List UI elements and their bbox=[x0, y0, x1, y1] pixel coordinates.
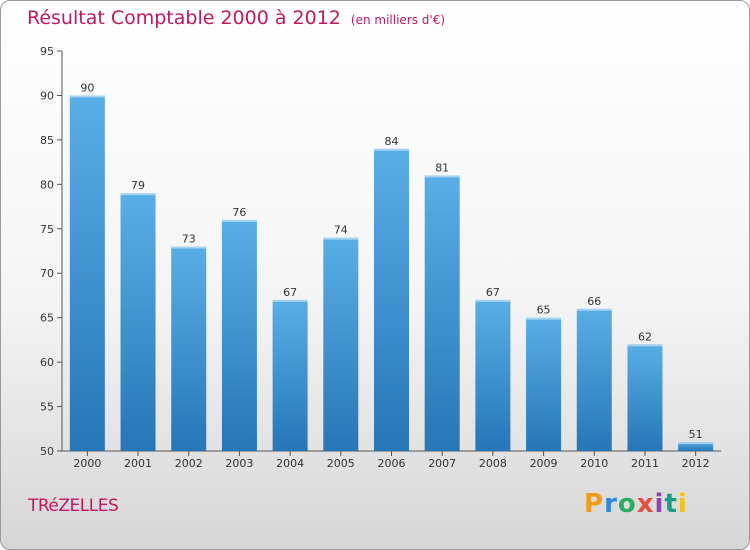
bar bbox=[69, 95, 105, 451]
y-tick-label: 95 bbox=[40, 45, 54, 58]
x-tick-label: 2007 bbox=[428, 457, 456, 470]
logo-letter: r bbox=[604, 489, 618, 519]
bar-highlight bbox=[475, 299, 511, 302]
x-tick-label: 2010 bbox=[580, 457, 608, 470]
bar bbox=[171, 246, 207, 451]
bar bbox=[374, 148, 409, 451]
y-tick-label: 55 bbox=[40, 401, 54, 414]
x-tick-label: 2008 bbox=[479, 457, 507, 470]
bar-highlight bbox=[627, 344, 663, 347]
bar-value-label: 66 bbox=[587, 295, 601, 308]
y-tick-label: 90 bbox=[40, 89, 54, 102]
bar-highlight bbox=[576, 308, 612, 311]
bar-value-label: 79 bbox=[131, 179, 145, 192]
bar-highlight bbox=[272, 299, 308, 302]
bar bbox=[272, 299, 308, 451]
bar-value-label: 51 bbox=[689, 428, 703, 441]
bar-highlight bbox=[424, 175, 460, 178]
commune-name: TRéZELLES bbox=[28, 496, 119, 516]
y-tick-label: 70 bbox=[40, 267, 54, 280]
plot-area: 50 55 60 65 70 75 80 85 90 95 90 2000 79 2001 73 2002 76… bbox=[40, 45, 721, 470]
x-tick-label: 2005 bbox=[327, 457, 355, 470]
bar-highlight bbox=[69, 95, 105, 98]
bar-highlight bbox=[374, 148, 409, 151]
logo-letter: t bbox=[664, 489, 678, 519]
logo-letter: P bbox=[584, 489, 605, 519]
x-tick-label: 2011 bbox=[631, 457, 659, 470]
bar bbox=[424, 175, 460, 451]
bar-value-label: 84 bbox=[385, 135, 399, 148]
x-tick-label: 2002 bbox=[175, 457, 203, 470]
chart-title: Résultat Comptable 2000 à 2012 (en millie… bbox=[27, 7, 445, 29]
y-tick-label: 60 bbox=[40, 356, 54, 369]
bar bbox=[120, 193, 156, 451]
x-tick-label: 2006 bbox=[378, 457, 406, 470]
bar-value-label: 67 bbox=[486, 286, 500, 299]
bar-highlight bbox=[120, 193, 156, 196]
chart-title-unit: (en milliers d'€) bbox=[350, 13, 446, 27]
y-tick-label: 75 bbox=[40, 223, 54, 236]
chart-title-main: Résultat Comptable 2000 à 2012 bbox=[27, 7, 341, 29]
bar-value-label: 74 bbox=[334, 224, 348, 237]
bar-value-label: 76 bbox=[232, 206, 246, 219]
bar bbox=[221, 219, 257, 451]
x-tick-label: 2001 bbox=[124, 457, 152, 470]
y-tick-label: 65 bbox=[40, 312, 54, 325]
x-tick-label: 2004 bbox=[276, 457, 304, 470]
bar-value-label: 65 bbox=[537, 304, 551, 317]
bar-highlight bbox=[526, 317, 562, 320]
bar-value-label: 81 bbox=[435, 161, 449, 174]
bar-value-label: 62 bbox=[638, 330, 652, 343]
bar bbox=[678, 442, 714, 451]
y-tick-label: 85 bbox=[40, 134, 54, 147]
bar-highlight bbox=[323, 237, 359, 240]
bar bbox=[627, 344, 663, 451]
bar-value-label: 67 bbox=[283, 286, 297, 299]
x-tick-label: 2009 bbox=[530, 457, 558, 470]
y-tick-label: 50 bbox=[40, 445, 54, 458]
bar bbox=[323, 237, 359, 451]
logo-letter: i bbox=[654, 489, 665, 519]
y-tick-label: 80 bbox=[40, 178, 54, 191]
bar-highlight bbox=[171, 246, 207, 249]
bar bbox=[526, 317, 562, 451]
x-tick-label: 2012 bbox=[682, 457, 710, 470]
logo-letter: x bbox=[636, 489, 655, 519]
logo-letter: o bbox=[617, 489, 637, 519]
bar bbox=[576, 308, 612, 451]
bar bbox=[475, 299, 511, 451]
x-tick-label: 2000 bbox=[73, 457, 101, 470]
x-tick-label: 2003 bbox=[225, 457, 253, 470]
bar-highlight bbox=[221, 219, 257, 222]
bar-value-label: 73 bbox=[182, 233, 196, 246]
proxiti-logo: Proxiti bbox=[584, 489, 688, 519]
bar-highlight bbox=[678, 442, 714, 445]
logo-letter: i bbox=[677, 489, 688, 519]
bar-value-label: 90 bbox=[80, 81, 94, 94]
